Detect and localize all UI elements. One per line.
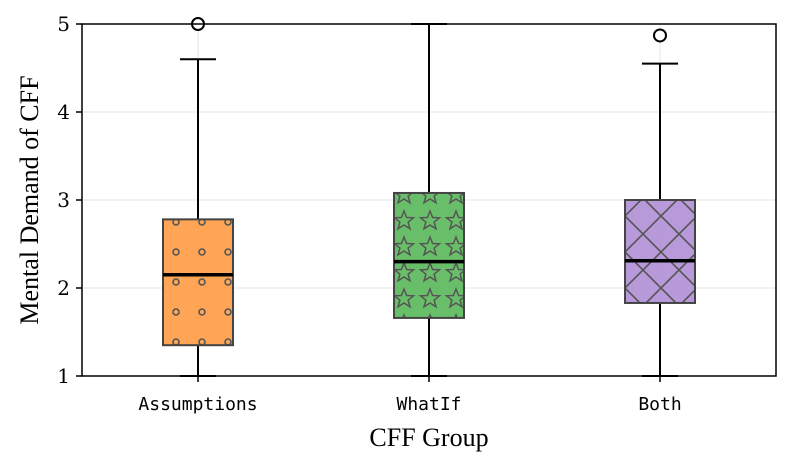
x-axis-label: CFF Group	[369, 423, 488, 452]
box-pattern	[625, 200, 695, 303]
y-tick-label: 3	[57, 188, 70, 212]
box-pattern	[394, 192, 464, 318]
outlier-point	[653, 28, 667, 43]
x-tick-label: Both	[638, 394, 681, 415]
box-assumptions	[162, 17, 234, 377]
y-tick-label: 5	[57, 12, 70, 36]
x-tick-label: Assumptions	[138, 394, 257, 415]
box-outline	[393, 191, 465, 319]
axes-ticks: 1 2 3 4 5 Assumptions WhatIf Both	[57, 12, 681, 415]
x-tick-label: WhatIf	[396, 394, 461, 415]
box-pattern	[163, 219, 233, 346]
boxes	[162, 17, 696, 377]
y-tick-label: 1	[57, 364, 70, 388]
y-axis-label: Mental Demand of CFF	[15, 75, 44, 324]
box-whatif	[393, 23, 465, 377]
y-tick-label: 2	[57, 276, 70, 300]
box-outline	[162, 218, 234, 347]
box-outline	[624, 199, 696, 304]
y-tick-label: 4	[57, 100, 70, 124]
box-both	[624, 28, 696, 377]
